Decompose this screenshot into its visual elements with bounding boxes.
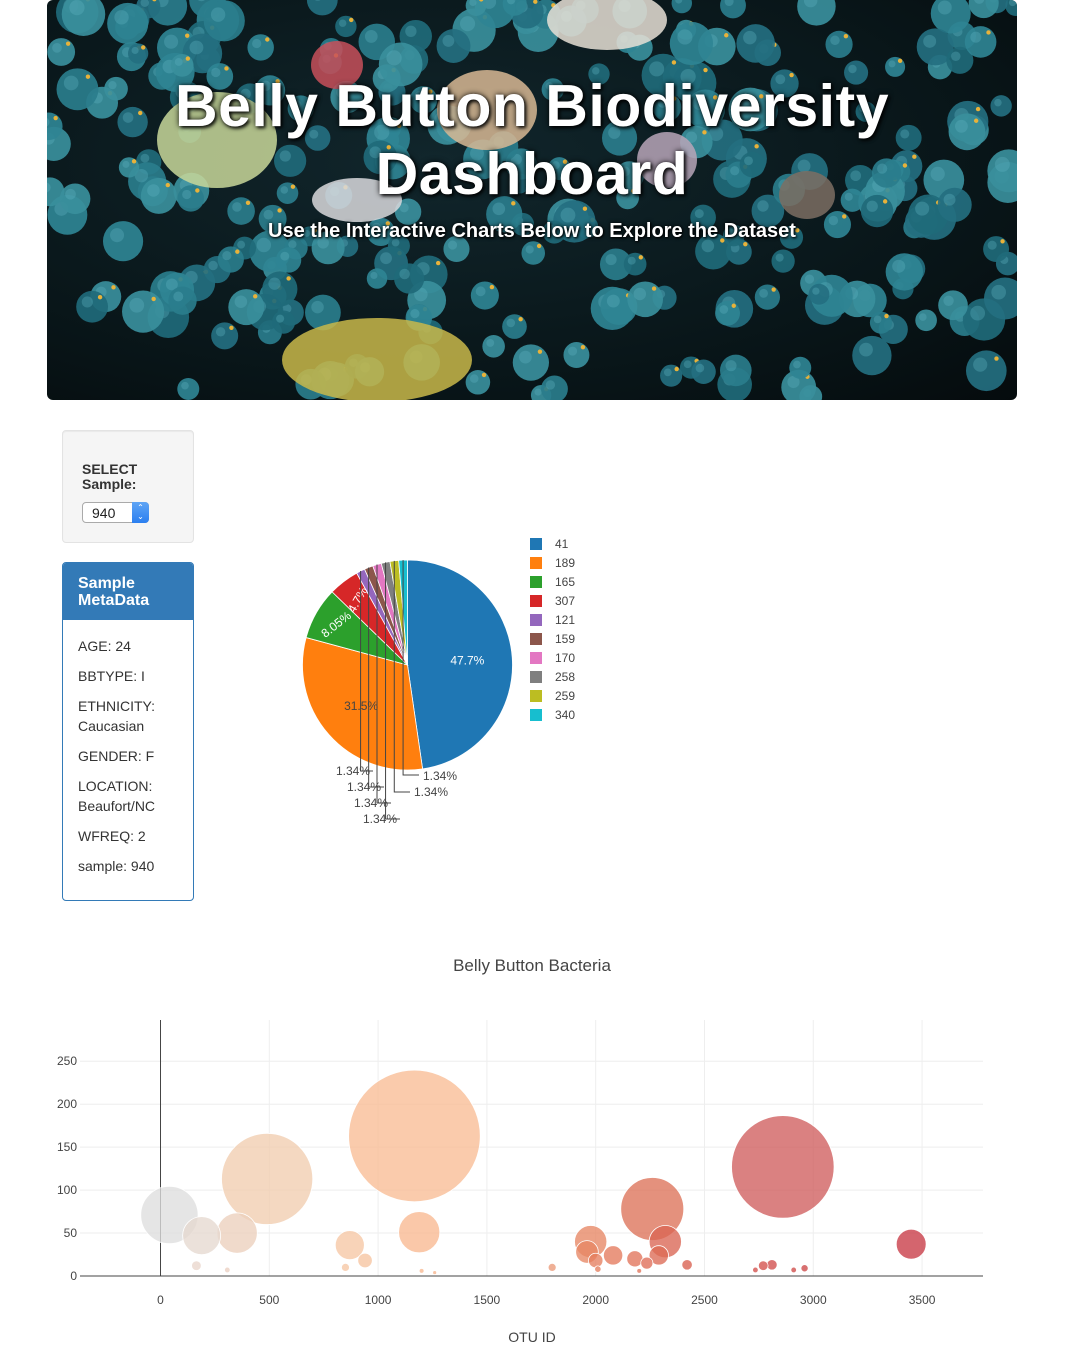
bubble-point[interactable] xyxy=(341,1262,350,1272)
bubble-point[interactable] xyxy=(648,1245,669,1266)
legend-swatch-121[interactable] xyxy=(530,614,542,626)
y-tick-label: 250 xyxy=(57,1054,77,1068)
bubble-point[interactable] xyxy=(216,1212,258,1254)
sample-select-value: 940 xyxy=(92,505,116,521)
bubble-point[interactable] xyxy=(752,1266,759,1274)
select-sample-panel: SELECT Sample: 940 ⌃ ⌄ xyxy=(62,430,194,543)
bubble-point[interactable] xyxy=(640,1256,654,1270)
bubble-point[interactable] xyxy=(224,1266,231,1274)
bubble-point[interactable] xyxy=(182,1216,222,1256)
bubble-point[interactable] xyxy=(757,1260,769,1271)
bubble-point[interactable] xyxy=(636,1268,643,1274)
page-subtitle: Use the Interactive Charts Below to Expl… xyxy=(268,220,796,242)
bubble-point[interactable] xyxy=(357,1252,373,1269)
pie-value-label: 1.34% xyxy=(414,785,448,799)
pie-value-label: 1.34% xyxy=(423,769,457,783)
x-tick-label: 1500 xyxy=(474,1293,501,1307)
legend-swatch-258[interactable] xyxy=(530,671,542,683)
legend-label-121[interactable]: 121 xyxy=(555,613,575,627)
legend-label-259[interactable]: 259 xyxy=(555,689,575,703)
bubble-point[interactable] xyxy=(588,1252,604,1269)
legend-label-170[interactable]: 170 xyxy=(555,651,575,665)
pie-value-label: 1.34% xyxy=(336,764,370,778)
bubble-point[interactable] xyxy=(895,1228,927,1260)
pie-leader-line xyxy=(368,567,384,788)
bubble-point[interactable] xyxy=(547,1262,557,1272)
bubble-point[interactable] xyxy=(594,1265,602,1273)
pie-value-label: 47.7% xyxy=(450,654,484,668)
y-tick-label: 100 xyxy=(57,1183,77,1197)
bacteria-background-image xyxy=(47,0,1017,400)
legend-label-189[interactable]: 189 xyxy=(555,556,575,570)
x-tick-label: 1000 xyxy=(365,1293,392,1307)
pie-leader-line xyxy=(402,560,419,776)
legend-label-340[interactable]: 340 xyxy=(555,708,575,722)
metadata-location: LOCATION: Beaufort/NC xyxy=(78,778,156,814)
legend-label-165[interactable]: 165 xyxy=(555,575,575,589)
metadata-panel-title: Sample MetaData xyxy=(63,563,193,620)
pie-leader-line xyxy=(385,562,400,820)
legend-label-258[interactable]: 258 xyxy=(555,670,575,684)
x-tick-label: 500 xyxy=(259,1293,279,1307)
updown-chevron-icon[interactable]: ⌃ ⌄ xyxy=(132,502,149,523)
pie-leader-line xyxy=(376,564,391,804)
y-tick-label: 150 xyxy=(57,1140,77,1154)
legend-swatch-307[interactable] xyxy=(530,595,542,607)
metadata-list: AGE: 24 BBTYPE: I ETHNICITY: Caucasian G… xyxy=(63,620,193,902)
bubble-point[interactable] xyxy=(603,1245,624,1266)
pie-value-label: 1.34% xyxy=(354,796,388,810)
bubble-point[interactable] xyxy=(731,1115,835,1219)
metadata-gender: GENDER: F xyxy=(78,748,155,764)
sample-select-dropdown[interactable]: 940 ⌃ ⌄ xyxy=(82,502,149,523)
x-tick-label: 2500 xyxy=(691,1293,718,1307)
y-tick-label: 50 xyxy=(64,1226,78,1240)
bubble-point[interactable] xyxy=(334,1230,365,1261)
bubble-point[interactable] xyxy=(626,1250,644,1268)
x-tick-label: 3000 xyxy=(800,1293,827,1307)
y-tick-label: 0 xyxy=(70,1269,77,1283)
x-tick-label: 3500 xyxy=(909,1293,936,1307)
x-tick-label: 0 xyxy=(157,1293,164,1307)
pie-slice-41[interactable] xyxy=(407,559,513,770)
metadata-age: AGE: 24 xyxy=(78,638,131,654)
bubble-chart-title: Belly Button Bacteria xyxy=(453,956,611,975)
metadata-ethnicity: ETHNICITY: Caucasian xyxy=(78,698,156,734)
legend-label-307[interactable]: 307 xyxy=(555,594,575,608)
bubble-point[interactable] xyxy=(348,1069,481,1203)
top-otu-pie-chart[interactable]: 47.7%31.5%8.05%4.7%1.34%1.34%1.34%1.34%1… xyxy=(290,530,620,840)
legend-swatch-41[interactable] xyxy=(530,538,542,550)
metadata-bbtype: BBTYPE: I xyxy=(78,668,145,684)
y-tick-label: 200 xyxy=(57,1097,77,1111)
sample-metadata-panel: Sample MetaData AGE: 24 BBTYPE: I ETHNIC… xyxy=(62,562,194,901)
legend-swatch-259[interactable] xyxy=(530,690,542,702)
legend-label-159[interactable]: 159 xyxy=(555,632,575,646)
metadata-sample: sample: 940 xyxy=(78,858,155,874)
bubble-point[interactable] xyxy=(432,1270,438,1275)
page-title: Belly Button Biodiversity Dashboard xyxy=(174,73,890,207)
hero-banner: Belly Button Biodiversity Dashboard Use … xyxy=(47,0,1017,400)
legend-swatch-165[interactable] xyxy=(530,576,542,588)
bubble-point[interactable] xyxy=(398,1211,441,1254)
legend-swatch-159[interactable] xyxy=(530,633,542,645)
legend-swatch-189[interactable] xyxy=(530,557,542,569)
pie-value-label: 1.34% xyxy=(347,780,381,794)
pie-value-label: 1.34% xyxy=(363,812,397,826)
metadata-wfreq: WFREQ: 2 xyxy=(78,828,146,844)
bubble-point[interactable] xyxy=(418,1268,425,1274)
pie-slice-189[interactable] xyxy=(302,637,424,771)
select-sample-label: SELECT Sample: xyxy=(82,461,138,492)
bubble-point[interactable] xyxy=(221,1132,314,1225)
legend-swatch-340[interactable] xyxy=(530,709,542,721)
legend-swatch-170[interactable] xyxy=(530,652,542,664)
x-axis-label: OTU ID xyxy=(508,1329,555,1345)
bubble-point[interactable] xyxy=(800,1264,809,1273)
pie-value-label: 31.5% xyxy=(344,699,378,713)
bubble-point[interactable] xyxy=(681,1259,693,1271)
x-tick-label: 2000 xyxy=(582,1293,609,1307)
legend-label-41[interactable]: 41 xyxy=(555,537,569,551)
bubble-point[interactable] xyxy=(790,1266,797,1274)
pie-leader-line xyxy=(393,560,410,793)
bubble-point[interactable] xyxy=(191,1260,202,1271)
